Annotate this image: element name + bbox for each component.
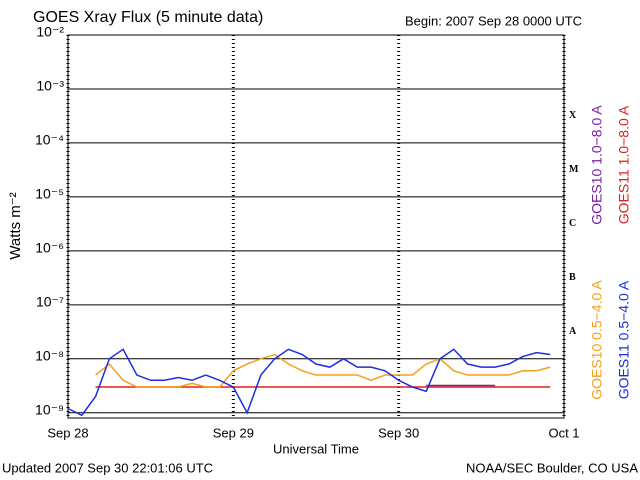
y-tick-label: 10⁻² (36, 24, 64, 40)
footer-left: Updated 2007 Sep 30 22:01:06 UTC (2, 460, 213, 475)
x-tick-label: Sep 30 (378, 425, 419, 440)
plot-frame (67, 34, 565, 419)
series-line (95, 353, 551, 388)
footer-right: NOAA/SEC Boulder, CO USA (466, 460, 638, 475)
legend-label: GOES10 0.5−4.0 A (589, 280, 605, 400)
series-line (67, 348, 551, 417)
y-tick-label: 10⁻⁷ (36, 294, 64, 310)
x-tick-label: Sep 28 (47, 425, 88, 440)
flare-class: C (569, 218, 576, 229)
legend-label: GOES11 0.5−4.0 A (616, 280, 632, 399)
y-tick-label: 10⁻⁸ (35, 348, 64, 364)
y-axis-label: Watts m⁻² (7, 192, 24, 259)
legend-label: GOES11 1.0−8.0 A (616, 105, 632, 224)
y-tick-label: 10⁻⁶ (35, 240, 64, 256)
y-tick-label: 10⁻³ (36, 78, 64, 94)
y-tick-label: 10⁻⁹ (35, 401, 64, 417)
legend-label: GOES10 1.0−8.0 A (589, 105, 605, 225)
flare-class: B (569, 272, 576, 283)
flare-class: X (569, 110, 577, 121)
flare-class: M (569, 164, 579, 175)
x-axis-label: Universal Time (273, 441, 359, 456)
chart-title: GOES Xray Flux (5 minute data) (33, 9, 263, 26)
x-tick-label: Sep 29 (213, 425, 254, 440)
y-tick-label: 10⁻⁵ (35, 186, 64, 202)
y-tick-label: 10⁻⁴ (35, 132, 64, 148)
x-tick-label: Oct 1 (548, 425, 579, 440)
chart-subtitle: Begin: 2007 Sep 28 0000 UTC (405, 13, 582, 28)
flare-class: A (569, 326, 577, 337)
